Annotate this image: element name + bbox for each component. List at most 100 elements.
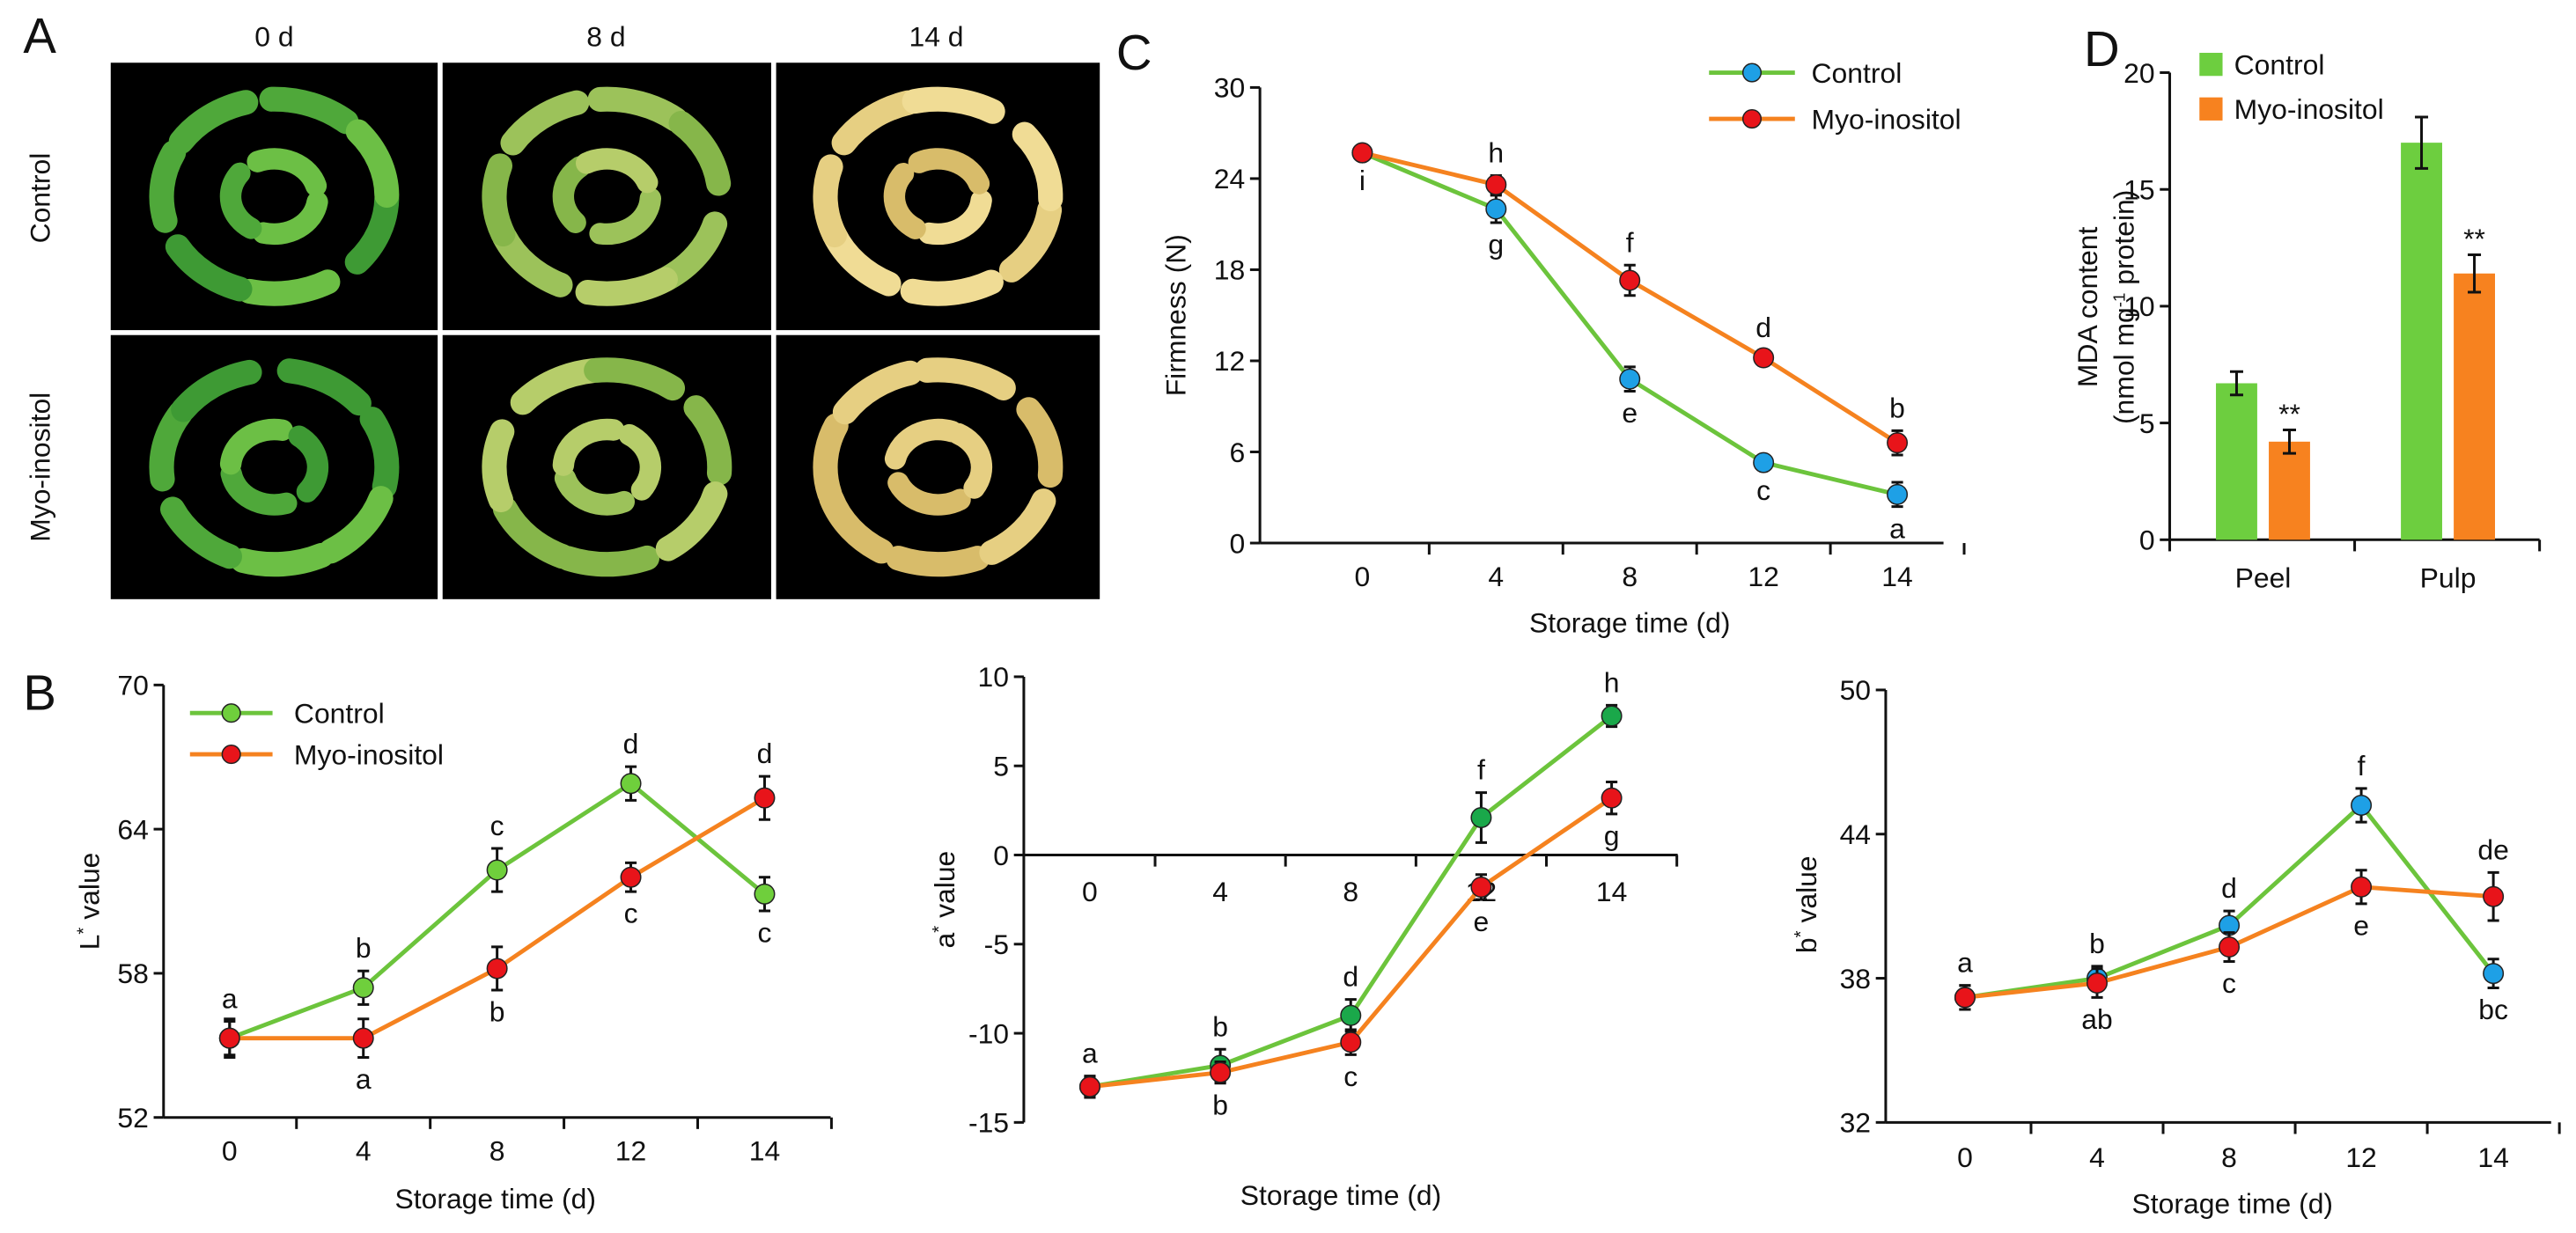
data-point: [1601, 787, 1623, 809]
bar: [2216, 383, 2257, 540]
y-axis-label-sup: *: [73, 928, 93, 935]
banana: [998, 197, 1063, 283]
y-axis-label: a* value: [929, 851, 961, 949]
significance-mark: **: [2278, 398, 2300, 429]
y-axis-label-sup: *: [929, 926, 949, 933]
banana: [979, 488, 1056, 565]
banana: [492, 496, 575, 569]
significance-letter: f: [1626, 226, 1634, 258]
x-tick-label: Peel: [2235, 562, 2292, 594]
bar: [2269, 441, 2310, 540]
y-tick-label: 0: [993, 840, 1009, 871]
data-point: [1210, 1061, 1232, 1083]
banana: [165, 234, 253, 302]
column-label-8d: 8 d: [586, 21, 625, 53]
significance-letter: b: [1889, 392, 1905, 423]
y-tick-label: 0: [1230, 527, 1246, 559]
x-tick-label: 8: [1622, 561, 1638, 592]
banana: [318, 486, 394, 564]
banana: [831, 90, 921, 156]
banana: [219, 418, 293, 475]
photo-myo-inositol-8d: [442, 334, 771, 599]
significance-letter: c: [490, 810, 504, 841]
significance-letter: a: [1082, 1038, 1098, 1069]
series-myo-inositol: ** **: [2269, 223, 2495, 540]
y-axis-label-sup: *: [1791, 930, 1811, 937]
significance-letter: b: [356, 932, 372, 964]
series-myo-inositol: b c e g: [1078, 780, 1623, 1120]
y-tick-label: 64: [117, 813, 148, 845]
significance-letter: d: [2221, 872, 2237, 904]
banana: [247, 148, 328, 197]
legend-marker: [221, 703, 241, 723]
x-tick-label: 14: [2477, 1141, 2508, 1173]
banana: [584, 357, 686, 401]
banana: [160, 496, 242, 569]
error-bar: [2282, 429, 2296, 455]
banana: [813, 413, 849, 507]
banana: [168, 90, 259, 155]
significance-letter: e: [2353, 910, 2369, 942]
bar: [2454, 273, 2495, 540]
y-tick-label: -15: [968, 1107, 1009, 1139]
photo-control-0d: [110, 62, 438, 331]
x-tick-label: 8: [1343, 876, 1358, 907]
banana: [914, 357, 1016, 400]
y-tick-label: 0: [2139, 525, 2155, 556]
y-axis-label: L* value: [73, 853, 106, 950]
data-point: [620, 866, 642, 888]
data-point: [1351, 142, 1373, 164]
y-tick-label: 44: [1840, 818, 1871, 850]
data-point: [620, 773, 642, 795]
banana: [883, 163, 926, 239]
legend-swatch: [2199, 53, 2223, 77]
y-axis-label-units-pre: (nmol mg: [2108, 307, 2139, 424]
y-tick-label: 38: [1840, 963, 1871, 994]
banana: [887, 472, 971, 516]
photo-myo-inositol-14d: [776, 334, 1100, 599]
banana: [276, 358, 372, 416]
banana: [252, 191, 328, 246]
y-tick-label: -5: [984, 928, 1009, 960]
panel-label-d: D: [2084, 21, 2120, 77]
panel-label-b: B: [23, 664, 56, 720]
banana: [618, 423, 662, 501]
y-axis-label-units-post: protein): [2108, 190, 2139, 293]
significance-letter: c: [1343, 1061, 1358, 1092]
banana: [668, 111, 732, 196]
legend-item-control: Control: [1709, 57, 1902, 89]
legend-marker: [1741, 62, 1763, 83]
significance-letter: d: [1755, 312, 1771, 343]
banana: [587, 86, 688, 132]
banana: [288, 425, 329, 503]
significance-letter: c: [1756, 474, 1770, 506]
banana: [908, 148, 990, 194]
series-line: [1361, 150, 1898, 497]
significance-letter: b: [2089, 928, 2105, 959]
column-label-14d: 14 d: [909, 21, 963, 53]
panel-label-a: A: [23, 8, 56, 63]
significance-letter: d: [1343, 961, 1358, 993]
y-axis-label-main: L: [74, 935, 106, 950]
significance-letter: b: [1212, 1010, 1228, 1042]
x-tick-label: 0: [1957, 1141, 1973, 1173]
significance-letter: e: [1622, 397, 1638, 429]
y-axis-label-main: a: [929, 933, 960, 949]
x-tick-label: 14: [1596, 876, 1627, 907]
banana: [237, 269, 341, 306]
x-axis-label: Storage time (d): [2132, 1187, 2334, 1219]
y-tick-label: 6: [1230, 437, 1246, 468]
x-tick-label: 4: [2089, 1141, 2105, 1173]
row-label-myo-inositol: Myo-inositol: [24, 393, 55, 542]
data-point: [1601, 705, 1623, 727]
y-tick-label: 10: [2123, 290, 2154, 322]
banana: [220, 463, 298, 516]
series-myo-inositol: h f d b: [1351, 136, 1909, 457]
banana: [884, 418, 963, 470]
data-point: [2086, 972, 2108, 994]
chart-firmness: 0 6 12 18 24 30 0 4 8 12 14 Storage time (d) Firmnes…: [1160, 57, 1966, 638]
significance-letter: i: [1359, 165, 1365, 196]
data-point: [1619, 269, 1641, 291]
significance-letter: f: [1477, 754, 1485, 786]
